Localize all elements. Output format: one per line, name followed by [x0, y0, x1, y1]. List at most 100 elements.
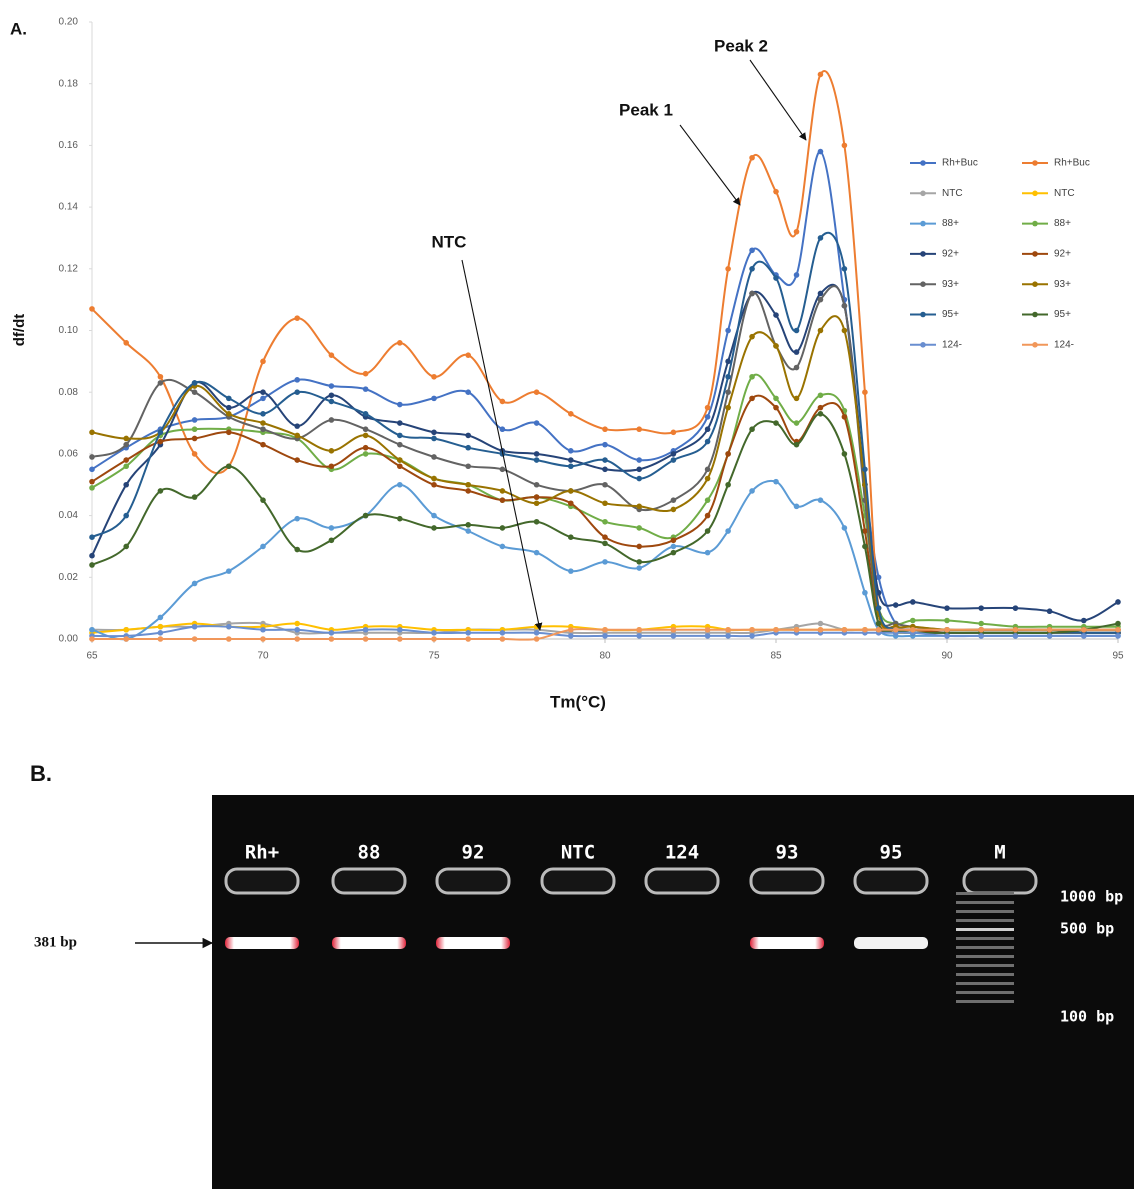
data-point	[465, 463, 471, 469]
data-point	[89, 467, 95, 473]
data-point	[773, 420, 779, 426]
data-point	[568, 448, 574, 454]
ladder-rung	[956, 1000, 1014, 1003]
legend-label: 88+	[942, 218, 959, 229]
data-point	[465, 630, 471, 636]
data-point	[465, 522, 471, 528]
data-point	[773, 189, 779, 195]
ladder-rung	[956, 964, 1014, 967]
x-axis-title: Tm(°C)	[550, 692, 606, 711]
data-point	[226, 411, 232, 417]
data-point	[363, 371, 369, 377]
legend-label: 93+	[942, 279, 959, 290]
data-point	[123, 463, 129, 469]
gel-well	[646, 869, 718, 893]
ladder-rung	[956, 901, 1014, 904]
lane-label: NTC	[561, 842, 595, 864]
legend-label: Rh+Buc	[1054, 158, 1090, 169]
data-point	[260, 396, 266, 402]
x-tick-label: 85	[770, 651, 782, 662]
y-tick-label: 0.04	[59, 510, 79, 521]
data-point	[260, 420, 266, 426]
data-point	[294, 636, 300, 642]
data-point	[794, 365, 800, 371]
data-point	[944, 627, 950, 633]
data-point	[89, 454, 95, 460]
data-point	[794, 349, 800, 355]
data-point	[794, 420, 800, 426]
lane-label: Rh+	[245, 842, 279, 864]
data-point	[842, 266, 848, 272]
data-point	[534, 482, 540, 488]
data-point	[500, 467, 506, 473]
lane-label: 92	[462, 842, 485, 864]
legend-label: 124-	[1054, 339, 1074, 350]
ladder-rung	[956, 955, 1014, 958]
data-point	[725, 633, 731, 639]
data-point	[725, 627, 731, 633]
data-point	[89, 534, 95, 540]
data-point	[636, 565, 642, 571]
data-point	[500, 497, 506, 503]
data-point	[192, 451, 198, 457]
legend-marker	[920, 221, 926, 227]
legend-label: NTC	[942, 188, 963, 199]
data-point	[568, 463, 574, 469]
data-point	[397, 482, 403, 488]
y-tick-label: 0.12	[59, 263, 79, 274]
data-point	[465, 445, 471, 451]
ladder-rung	[956, 919, 1014, 922]
data-point	[363, 445, 369, 451]
data-point	[89, 485, 95, 491]
data-point	[89, 627, 95, 633]
data-point	[910, 627, 916, 633]
data-point	[862, 467, 868, 473]
data-point	[123, 442, 129, 448]
data-point	[862, 544, 868, 550]
legend-label: Rh+Buc	[942, 158, 978, 169]
data-point	[794, 504, 800, 510]
data-point	[123, 544, 129, 550]
series	[89, 316, 1121, 632]
data-point	[749, 396, 755, 402]
data-point	[671, 497, 677, 503]
data-point	[534, 451, 540, 457]
data-point	[749, 426, 755, 432]
ladder-rung	[956, 946, 1014, 949]
y-tick-label: 0.10	[59, 325, 79, 336]
data-point	[89, 306, 95, 312]
data-point	[1115, 633, 1121, 639]
data-point	[226, 568, 232, 574]
data-point	[1115, 627, 1121, 633]
data-point	[636, 476, 642, 482]
data-point	[192, 426, 198, 432]
gel-band	[436, 937, 510, 949]
data-point	[862, 389, 868, 395]
data-point	[602, 627, 608, 633]
data-point	[818, 392, 824, 398]
band-label: 381 bp	[34, 934, 77, 950]
data-point	[944, 618, 950, 624]
data-point	[773, 312, 779, 318]
data-point	[192, 436, 198, 442]
data-point	[329, 463, 335, 469]
data-point	[602, 482, 608, 488]
data-point	[705, 467, 711, 473]
data-point	[602, 541, 608, 547]
data-point	[329, 636, 335, 642]
data-point	[749, 155, 755, 161]
data-point	[363, 636, 369, 642]
legend-label: 92+	[1054, 249, 1071, 260]
y-tick-label: 0.02	[59, 572, 79, 583]
data-point	[89, 636, 95, 642]
data-point	[431, 430, 437, 436]
data-point	[123, 513, 129, 519]
data-point	[705, 476, 711, 482]
data-point	[534, 420, 540, 426]
data-point	[794, 396, 800, 402]
data-point	[568, 457, 574, 463]
data-point	[725, 389, 731, 395]
data-point	[1047, 608, 1053, 614]
data-point	[862, 590, 868, 596]
data-point	[192, 380, 198, 386]
